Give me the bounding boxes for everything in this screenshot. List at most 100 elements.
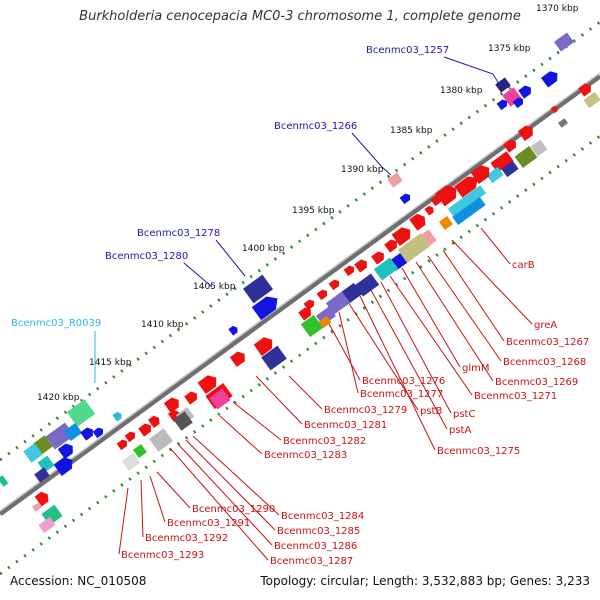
scale-tick-label: 1380 kbp xyxy=(440,86,483,96)
feature-arrow[interactable] xyxy=(138,421,154,437)
feature-arrow[interactable] xyxy=(184,389,200,405)
feature-arrow[interactable] xyxy=(92,426,106,439)
feature[interactable] xyxy=(452,196,486,226)
feature[interactable] xyxy=(397,233,431,263)
gene-label-right: Bcenmc03_1269 xyxy=(495,377,578,388)
feature-arrow[interactable] xyxy=(229,349,248,367)
feature[interactable] xyxy=(121,453,141,471)
feature-arrow[interactable] xyxy=(424,204,435,216)
feature-arrow[interactable] xyxy=(343,264,357,277)
feature[interactable] xyxy=(173,411,193,431)
leader-line xyxy=(415,261,494,382)
gene-label-bottom: Bcenmc03_1293 xyxy=(121,550,204,561)
feature[interactable] xyxy=(373,257,399,281)
feature[interactable] xyxy=(34,467,50,483)
gene-label-right: Bcenmc03_1279 xyxy=(324,405,407,416)
feature[interactable] xyxy=(63,423,83,441)
feature[interactable] xyxy=(23,443,43,463)
feature-arrow[interactable] xyxy=(303,298,317,311)
feature[interactable] xyxy=(318,315,332,329)
feature[interactable] xyxy=(66,399,96,427)
feature[interactable] xyxy=(37,455,55,473)
leader-line xyxy=(232,401,282,441)
feature-arrow[interactable] xyxy=(496,98,510,111)
feature[interactable] xyxy=(261,345,287,371)
feature-arrow[interactable] xyxy=(399,192,413,205)
feature-arrow[interactable] xyxy=(454,172,482,198)
feature-R0039-arrow[interactable] xyxy=(112,410,123,422)
leader-line xyxy=(185,439,276,531)
feature[interactable] xyxy=(490,151,514,173)
feature[interactable] xyxy=(530,139,548,157)
leader-line xyxy=(389,275,473,396)
inner-scale-track xyxy=(0,134,600,576)
gene-features[interactable] xyxy=(0,32,600,534)
leader-line xyxy=(149,475,166,523)
feature[interactable] xyxy=(32,502,42,512)
feature-arrow[interactable] xyxy=(354,257,370,273)
feature-arrow[interactable] xyxy=(328,278,342,291)
leader-line xyxy=(451,239,533,325)
feature-arrow[interactable] xyxy=(116,438,130,451)
feature-arrow[interactable] xyxy=(163,395,182,413)
feature-arrow[interactable] xyxy=(316,288,330,301)
feature[interactable] xyxy=(325,291,351,315)
feature-1278[interactable] xyxy=(243,274,273,304)
gene-label-bottom: Bcenmc03_1287 xyxy=(270,556,353,567)
feature-arrow[interactable] xyxy=(435,182,461,207)
feature-arrow[interactable] xyxy=(80,425,96,441)
feature[interactable] xyxy=(209,388,231,410)
feature-arrow[interactable] xyxy=(503,137,519,153)
feature[interactable] xyxy=(387,172,403,188)
leader-line xyxy=(351,132,392,176)
gene-label-right: carB xyxy=(512,260,535,271)
feature-arrow[interactable] xyxy=(391,224,415,246)
feature-arrow[interactable] xyxy=(470,162,494,184)
feature-arrow[interactable] xyxy=(197,372,221,394)
feature[interactable] xyxy=(447,185,487,217)
leader-line xyxy=(347,301,419,411)
feature-arrow[interactable] xyxy=(53,454,77,476)
feature[interactable] xyxy=(583,91,600,109)
feature-arrow[interactable] xyxy=(384,237,400,253)
feature-arrow[interactable] xyxy=(57,441,76,459)
feature[interactable] xyxy=(514,146,538,168)
gene-label-top: Bcenmc03_1278 xyxy=(137,228,220,239)
leader-line xyxy=(140,479,144,538)
gene-label-top: Bcenmc03_R0039 xyxy=(11,318,101,329)
feature-arrow[interactable] xyxy=(228,324,239,336)
feature[interactable] xyxy=(133,444,147,458)
feature-arrow[interactable] xyxy=(409,211,429,231)
feature-arrow[interactable] xyxy=(541,68,561,88)
feature[interactable] xyxy=(354,273,380,297)
feature[interactable] xyxy=(300,314,324,338)
feature-arrow[interactable] xyxy=(518,83,534,99)
map-title: Burkholderia cenocepacia MC0-3 chromosom… xyxy=(79,9,521,24)
scale-tick-label: 1400 kbp xyxy=(242,244,285,254)
feature-arrow[interactable] xyxy=(512,96,526,109)
feature-arrow[interactable] xyxy=(430,194,444,207)
feature[interactable] xyxy=(0,475,9,487)
leader-line xyxy=(480,227,511,265)
scale-tick-label: 1375 kbp xyxy=(488,44,531,54)
feature-arrow[interactable] xyxy=(124,430,138,443)
feature-arrow[interactable] xyxy=(253,334,277,356)
feature[interactable] xyxy=(495,77,511,93)
gene-label-bottom: Bcenmc03_1284 xyxy=(281,511,364,522)
feature[interactable] xyxy=(38,516,56,534)
feature[interactable] xyxy=(149,428,173,452)
feature-arrow[interactable] xyxy=(298,305,314,321)
feature[interactable] xyxy=(486,166,504,184)
feature[interactable] xyxy=(558,118,568,128)
feature[interactable] xyxy=(501,160,519,178)
feature-arrow[interactable] xyxy=(148,414,162,428)
feature-1257[interactable] xyxy=(554,32,574,52)
feature-arrow[interactable] xyxy=(517,123,536,141)
feature-arrow[interactable] xyxy=(34,490,52,507)
feature-arrow[interactable] xyxy=(371,249,387,265)
feature-arrow[interactable] xyxy=(550,105,559,114)
feature-arrow[interactable] xyxy=(578,81,594,97)
feature[interactable] xyxy=(439,216,453,230)
feature-arrow[interactable] xyxy=(251,292,282,321)
